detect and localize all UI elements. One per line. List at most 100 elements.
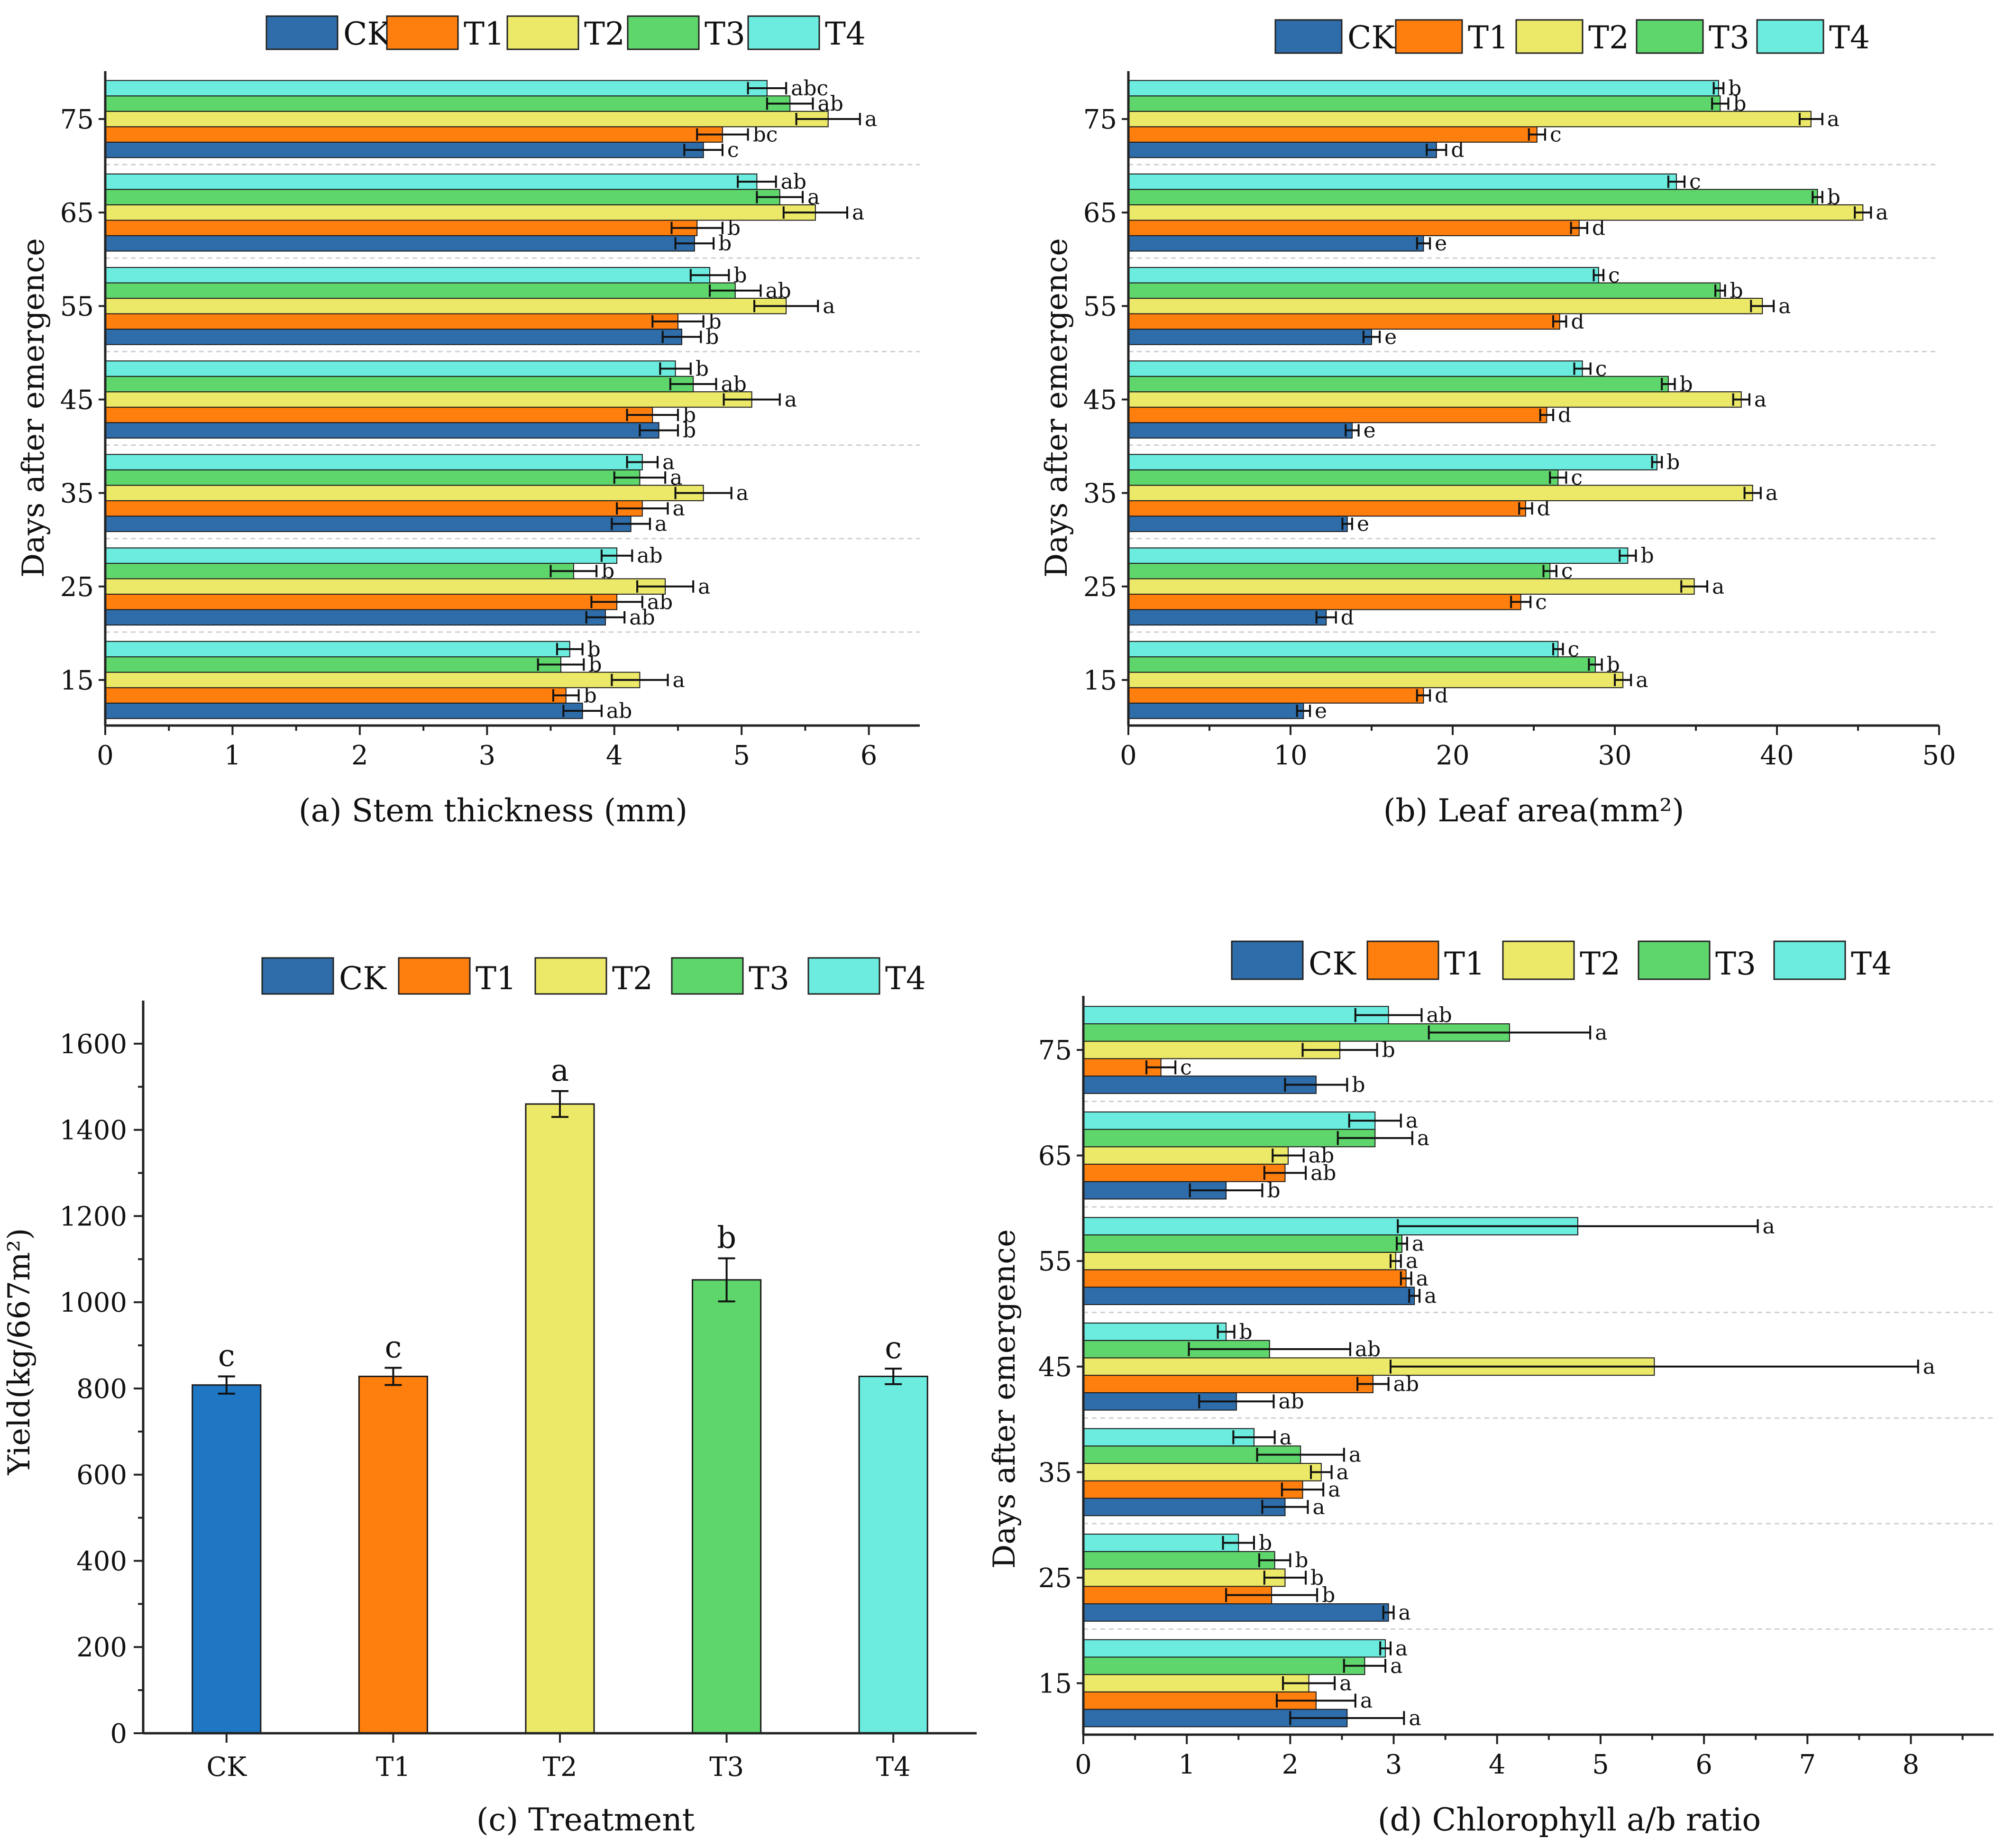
panel-b-y-tick-label-35: 35 (1083, 478, 1117, 509)
panel-b-significance-label: b (1607, 653, 1620, 677)
panel-c-legend-swatch-t1 (398, 957, 471, 995)
panel-c-x-tick-label-t1: T1 (376, 1752, 411, 1783)
panel-b-significance-label: a (1754, 387, 1767, 412)
panel-d-significance-label: a (1406, 1249, 1418, 1273)
panel-d-bar-t1-day-45 (1083, 1375, 1373, 1393)
panel-a-x-tick-label-2: 2 (351, 740, 368, 771)
panel-a-y-tick-label-55: 55 (60, 291, 94, 322)
panel-d-legend-label-t3: T3 (1715, 946, 1756, 982)
panel-a-significance-label: a (823, 294, 835, 318)
panel-b-significance-label: a (1712, 575, 1724, 599)
panel-b-bar-t1-day-55 (1128, 313, 1560, 330)
panel-a-significance-label: b (587, 637, 601, 662)
panel-d-x-tick-label-1: 1 (1178, 1749, 1195, 1780)
panel-a-bar-ck-day-25 (105, 609, 606, 626)
panel-a-y-tick-label-35: 35 (60, 478, 94, 509)
panel-d-legend-label-t4: T4 (1851, 946, 1892, 982)
panel-a-bar-t4-day-65 (105, 173, 758, 190)
panel-a-bar-t1-day-35 (105, 500, 643, 517)
panel-d-caption: (d) Chlorophyll a/b ratio (1378, 1802, 1761, 1838)
panel-d-bar-t3-day-55 (1083, 1234, 1402, 1253)
panel-a-bar-t4-day-45 (105, 360, 676, 377)
panel-b-bar-t2-day-45 (1128, 391, 1742, 408)
panel-b-bar-t1-day-45 (1128, 406, 1547, 423)
panel-d-significance-label: ab (1310, 1161, 1336, 1185)
panel-a-significance-label: a (736, 481, 749, 506)
panel-b-caption: (b) Leaf area(mm²) (1383, 792, 1685, 829)
panel-c-legend-swatch-ck (261, 957, 334, 995)
panel-b-significance-label: c (1568, 637, 1580, 662)
panel-c-legend-label-t1: T1 (476, 960, 516, 997)
panel-a-legend-swatch-ck (266, 15, 339, 50)
panel-c-x-tick-label-t3: T3 (709, 1752, 744, 1783)
panel-d-significance-label: b (1310, 1566, 1324, 1590)
panel-d-y-tick-label-15: 15 (1038, 1668, 1072, 1699)
panel-b-bar-t2-day-35 (1128, 485, 1753, 501)
panel-a-significance-label: ab (818, 92, 843, 116)
panel-a-bar-t2-day-25 (105, 578, 666, 595)
panel-d-significance-label: c (1180, 1056, 1192, 1080)
panel-b-bar-t3-day-65 (1128, 189, 1818, 205)
panel-a-significance-label: ab (765, 279, 791, 303)
panel-d-bar-ck-day-55 (1083, 1287, 1415, 1306)
panel-a-legend-label-t1: T1 (464, 16, 504, 52)
panel-c-legend-label-t2: T2 (612, 960, 653, 997)
panel-d-significance-label: a (1412, 1232, 1424, 1256)
panel-a-bar-t3-day-75 (105, 95, 791, 112)
panel-d-significance-label: a (1595, 1021, 1607, 1045)
panel-d-significance-label: a (1395, 1637, 1408, 1661)
panel-b-legend-swatch-t4 (1756, 19, 1824, 54)
panel-a-bar-ck-day-55 (105, 329, 683, 345)
panel-a-significance-label: c (727, 138, 739, 162)
panel-d-significance-label: a (1763, 1214, 1775, 1239)
panel-b-y-tick-label-75: 75 (1083, 104, 1117, 135)
panel-b-significance-label: b (1728, 76, 1741, 101)
panel-d-x-tick-label-8: 8 (1903, 1749, 1920, 1780)
panel-b-bar-ck-day-65 (1128, 235, 1424, 252)
panel-a-significance-label: ab (606, 699, 632, 723)
panel-d-y-tick-label-35: 35 (1038, 1457, 1072, 1488)
panel-a-significance-label: a (698, 575, 710, 599)
panel-b-bar-t2-day-15 (1128, 671, 1624, 689)
panel-b-bar-t1-day-65 (1128, 220, 1580, 236)
panel-a-significance-label: b (733, 263, 747, 287)
panel-a-bar-ck-day-35 (105, 515, 632, 532)
panel-b-legend-label-t3: T3 (1709, 19, 1749, 56)
panel-a-significance-label: ab (721, 372, 747, 396)
panel-a-bar-t1-day-45 (105, 406, 653, 423)
panel-c-y-tick-label-1400: 1400 (59, 1115, 127, 1146)
panel-d-significance-label: a (1409, 1706, 1421, 1730)
panel-c-marks: c CK c T1 a T2 b T3 c T4 0 200 400 600 800 1000 1200 1400… (59, 957, 977, 1783)
panel-d-significance-label: a (1339, 1671, 1352, 1695)
panel-b-bar-t4-day-15 (1128, 641, 1559, 658)
panel-d-bar-t4-day-45 (1083, 1322, 1227, 1341)
panel-d-significance-label: b (1352, 1073, 1365, 1097)
panel-d-bar-t2-day-55 (1083, 1251, 1396, 1270)
panel-a-bar-t3-day-25 (105, 562, 574, 579)
panel-a-significance-label: ab (637, 544, 662, 568)
panel-a-significance-label: b (718, 231, 732, 256)
panel-d-significance-label: a (1337, 1460, 1349, 1484)
panel-d-bar-t3-day-25 (1083, 1551, 1275, 1570)
panel-d-bar-t2-day-15 (1083, 1674, 1309, 1692)
panel-d-legend-label-t1: T1 (1444, 946, 1485, 982)
panel-d-significance-label: a (1923, 1355, 1935, 1379)
panel-a-marks: abbabb15abababab25aaaaa35bbaabb45bbaabb5… (60, 15, 920, 771)
panel-b-bar-t1-day-15 (1128, 687, 1424, 704)
panel-d-significance-label: a (1399, 1600, 1411, 1625)
panel-b-bar-ck-day-55 (1128, 329, 1372, 345)
panel-b-bar-ck-day-45 (1128, 422, 1353, 439)
panel-d-bar-t1-day-65 (1083, 1164, 1286, 1182)
panel-b-significance-label: a (1876, 201, 1888, 225)
panel-b-bar-t4-day-75 (1128, 80, 1719, 97)
panel-c-bar-t3 (692, 1279, 762, 1734)
panel-a-significance-label: a (670, 466, 682, 490)
panel-b-legend-label-t4: T4 (1829, 19, 1870, 56)
panel-a-caption: (a) Stem thickness (mm) (299, 792, 687, 829)
panel-b-significance-label: c (1608, 263, 1620, 287)
panel-a-legend-swatch-t1 (386, 15, 459, 50)
panel-a-y-tick-label-25: 25 (60, 572, 94, 603)
panel-b-bar-t2-day-25 (1128, 578, 1695, 595)
panel-b-x-tick-label-0: 0 (1120, 740, 1137, 771)
